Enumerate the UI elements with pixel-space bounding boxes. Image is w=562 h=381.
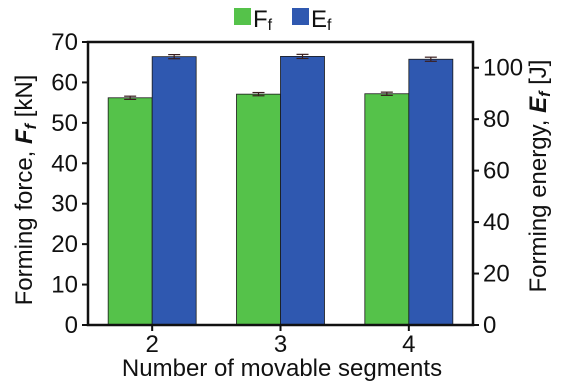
x-tick-label-4: 4 xyxy=(402,331,415,358)
error-bar-forming-energy-4 xyxy=(424,56,437,62)
bar-forming-energy-2 xyxy=(151,56,197,326)
error-bar-forming-force-3 xyxy=(252,91,265,97)
legend: Ff Ef xyxy=(234,6,332,34)
left-axis-ticks: 0 10 20 30 40 50 60 70 xyxy=(51,29,88,339)
left-tick-label-20: 20 xyxy=(51,231,78,258)
x-axis-label: Number of movable segments xyxy=(122,355,442,381)
right-tick-label-20: 20 xyxy=(483,261,510,288)
left-tick-label-60: 60 xyxy=(51,69,78,96)
bar-forming-force-4 xyxy=(364,93,410,326)
right-tick-label-80: 80 xyxy=(483,106,510,133)
error-bar-forming-energy-2 xyxy=(168,54,181,60)
right-axis-ticks: 0 20 40 60 80 100 xyxy=(473,55,523,339)
right-axis-label: Forming energy, Ef [J] xyxy=(525,60,554,293)
right-tick-label-0: 0 xyxy=(483,312,496,339)
legend-swatch-forming-force xyxy=(234,8,251,25)
bar-forming-energy-4 xyxy=(408,58,454,326)
plot-frame xyxy=(86,40,475,327)
left-tick-label-40: 40 xyxy=(51,150,78,177)
left-tick-label-10: 10 xyxy=(51,272,78,299)
error-bar-forming-force-4 xyxy=(380,91,393,96)
left-tick-label-70: 70 xyxy=(51,29,78,56)
legend-label-forming-energy: Ef xyxy=(311,6,332,34)
error-bar-forming-energy-3 xyxy=(296,53,309,60)
bars-group xyxy=(107,56,454,326)
x-tick-label-3: 3 xyxy=(274,331,287,358)
error-bars-group xyxy=(124,53,437,101)
left-tick-label-30: 30 xyxy=(51,191,78,218)
bar-forming-force-3 xyxy=(236,93,281,326)
x-tick-label-2: 2 xyxy=(145,331,158,358)
left-tick-label-50: 50 xyxy=(51,110,78,137)
left-tick-label-0: 0 xyxy=(65,312,78,339)
right-tick-label-60: 60 xyxy=(483,158,510,185)
error-bar-forming-force-2 xyxy=(124,95,137,101)
right-tick-label-40: 40 xyxy=(483,209,510,236)
left-axis-label: Forming force, Ff [kN] xyxy=(11,75,40,306)
x-axis-ticks: 2 3 4 xyxy=(145,325,416,358)
legend-label-forming-force: Ff xyxy=(253,6,273,34)
bar-forming-energy-3 xyxy=(280,56,325,326)
legend-swatch-forming-energy xyxy=(292,8,309,25)
bar-forming-force-2 xyxy=(107,97,153,326)
right-tick-label-100: 100 xyxy=(483,55,523,82)
